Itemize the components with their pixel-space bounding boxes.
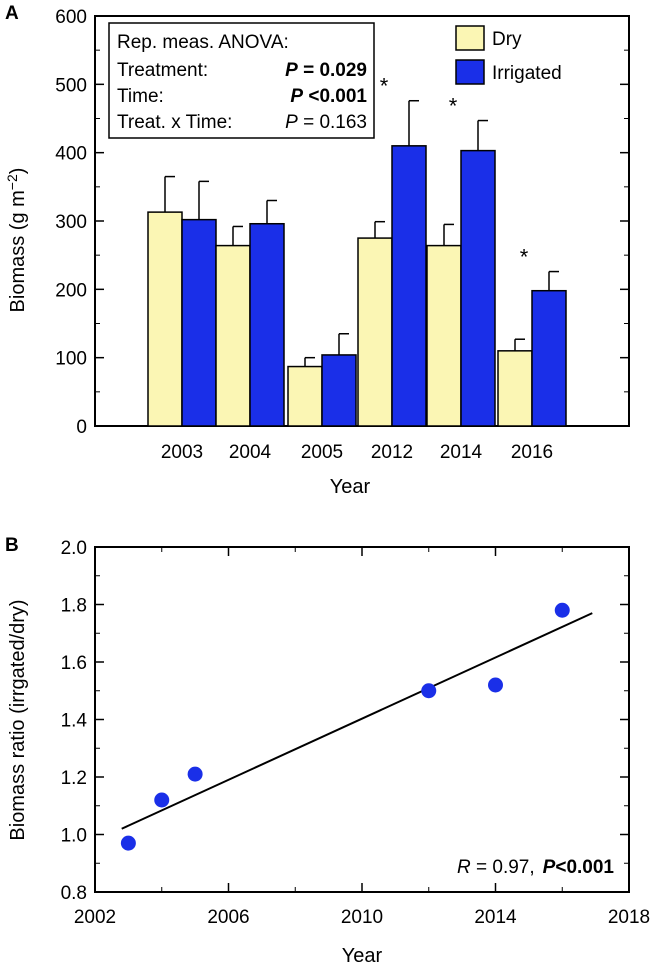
bar-irrigated xyxy=(321,354,357,427)
panel-b-letter: B xyxy=(5,535,19,556)
stats-row-treatment-label: Treatment: xyxy=(117,60,208,81)
bar-dry xyxy=(215,244,251,427)
bar-dry xyxy=(287,365,323,427)
stats-box-frame xyxy=(108,22,375,139)
y-tick-label: 1.2 xyxy=(61,768,87,789)
panel-a-x-ticks: 2003 2004 2005 2012 2014 2016 xyxy=(161,442,553,463)
legend-label-dry: Dry xyxy=(492,29,522,50)
x-tick-label: 2004 xyxy=(229,442,272,463)
y-tick-label: 100 xyxy=(55,349,87,370)
data-point xyxy=(554,602,570,618)
stats-row-treatment-p: P = 0.029 xyxy=(285,60,367,81)
panel-b-scatter-chart: B 0.8 1.0 1.2 1.4 1.6 1.8 2.0 2002 2006 2010 2014… xyxy=(5,535,650,967)
y-tick-label: 1.6 xyxy=(61,653,87,674)
y-tick-label: 500 xyxy=(55,75,87,96)
y-tick-label: 0 xyxy=(76,417,87,438)
panel-b-x-ticks: 2002 2006 2010 2014 2018 xyxy=(74,547,650,928)
anova-stats-box: Rep. meas. ANOVA: Treatment: P = 0.029 T… xyxy=(108,22,375,139)
stats-row-time-label: Time: xyxy=(117,86,164,107)
regression-line xyxy=(121,612,593,830)
significance-asterisk: * xyxy=(380,74,389,99)
x-tick-label: 2006 xyxy=(207,907,249,928)
panel-a-bars: * * * xyxy=(147,74,567,427)
x-tick-label: 2002 xyxy=(74,907,116,928)
panel-a-legend: Dry Irrigated xyxy=(455,25,562,85)
panel-b-points xyxy=(120,602,570,851)
panel-a-y-ticks: 0 100 200 300 400 500 600 xyxy=(55,7,629,438)
y-tick-label: 1.4 xyxy=(61,711,88,732)
bar-irrigated xyxy=(460,149,496,427)
legend-swatch-irrigated xyxy=(455,59,485,85)
x-tick-label: 2016 xyxy=(511,442,553,463)
panel-b-x-axis-label: Year xyxy=(342,945,383,967)
legend-label-irrigated: Irrigated xyxy=(492,63,562,84)
y-tick-label: 2.0 xyxy=(61,538,87,559)
x-tick-label: 2005 xyxy=(301,442,343,463)
panel-a-letter: A xyxy=(5,3,19,24)
data-point xyxy=(154,792,170,808)
data-point xyxy=(187,766,203,782)
x-tick-label: 2018 xyxy=(608,907,650,928)
stats-row-interaction-p: P = 0.163 xyxy=(285,112,367,133)
x-tick-label: 2012 xyxy=(371,442,413,463)
y-tick-label: 300 xyxy=(55,212,87,233)
correlation-annotation: R = 0.97, P<0.001 xyxy=(457,857,614,878)
bar-dry xyxy=(357,237,393,427)
data-point xyxy=(120,835,136,851)
x-tick-label: 2003 xyxy=(161,442,203,463)
y-tick-label: 600 xyxy=(55,7,87,28)
y-tick-label: 1.0 xyxy=(61,826,87,847)
panel-b-y-ticks: 0.8 1.0 1.2 1.4 1.6 1.8 2.0 xyxy=(61,538,629,904)
stats-box-title: Rep. meas. ANOVA: xyxy=(117,32,289,53)
panel-b-y-axis-label: Biomass ratio (irrgated/dry) xyxy=(7,599,29,840)
bar-irrigated xyxy=(181,218,217,427)
panel-a-x-axis-label: Year xyxy=(330,476,371,498)
y-tick-label: 200 xyxy=(55,280,87,301)
significance-asterisk: * xyxy=(520,245,529,270)
bar-irrigated xyxy=(531,289,567,427)
x-tick-label: 2014 xyxy=(474,907,517,928)
data-point xyxy=(421,683,437,699)
data-point xyxy=(488,677,503,693)
bar-dry xyxy=(426,244,462,427)
bar-irrigated xyxy=(249,222,285,427)
x-tick-label: 2014 xyxy=(440,442,483,463)
y-tick-label: 0.8 xyxy=(61,883,87,904)
y-tick-label: 400 xyxy=(55,144,87,165)
bar-dry xyxy=(147,211,183,427)
y-tick-label: 1.8 xyxy=(61,596,87,617)
significance-asterisk: * xyxy=(449,94,458,119)
x-tick-label: 2010 xyxy=(341,907,383,928)
bar-irrigated xyxy=(391,145,427,427)
stats-row-interaction-label: Treat. x Time: xyxy=(117,112,232,133)
stats-row-time-p: P <0.001 xyxy=(290,86,367,107)
bar-dry xyxy=(497,350,533,427)
legend-swatch-dry xyxy=(455,25,485,51)
panel-a-y-axis-label: Biomass (g m−2) xyxy=(4,168,29,313)
